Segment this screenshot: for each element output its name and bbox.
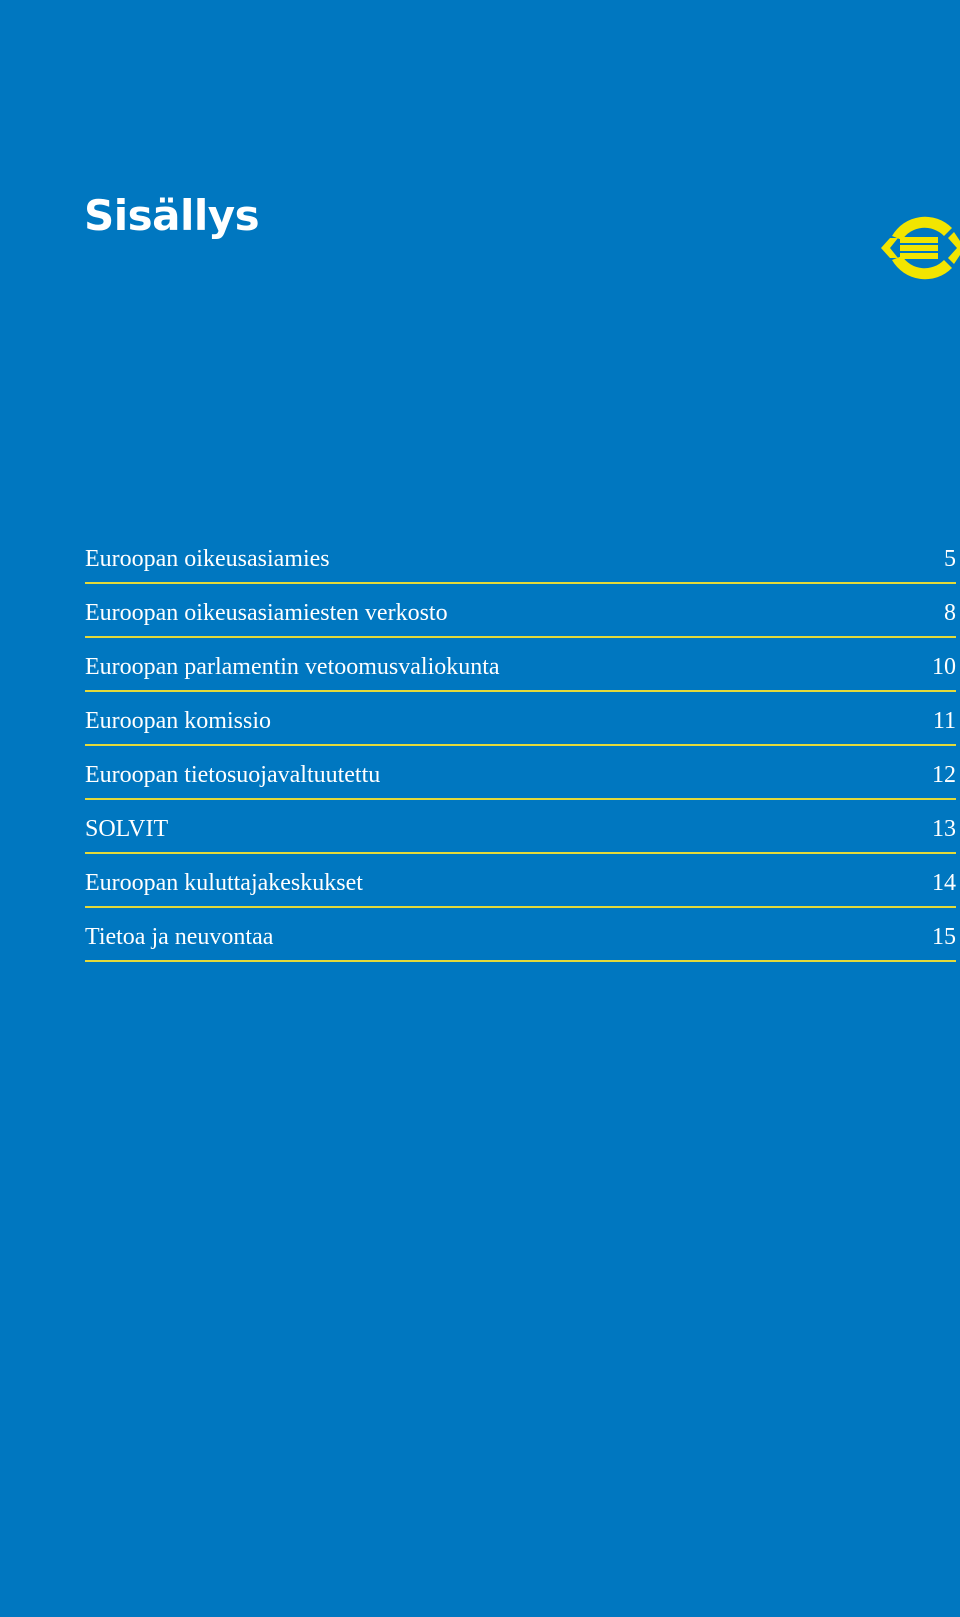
toc-item-title: Euroopan oikeusasiamies (85, 545, 330, 572)
toc-item-title: Tietoa ja neuvontaa (85, 923, 274, 950)
european-ombudsman-logo-icon (878, 208, 960, 288)
toc-item-page-number: 14 (932, 869, 956, 896)
toc-item-title: SOLVIT (85, 815, 169, 842)
toc-item[interactable]: Euroopan kuluttajakeskukset 14 (85, 856, 956, 908)
table-of-contents: Euroopan oikeusasiamies 5 Euroopan oikeusa… (85, 532, 956, 964)
toc-item[interactable]: Euroopan oikeusasiamies 5 (85, 532, 956, 584)
toc-item-page-number: 5 (944, 545, 956, 572)
toc-item[interactable]: Euroopan parlamentin vetoomusvaliokunta 1… (85, 640, 956, 692)
toc-item[interactable]: SOLVIT 13 (85, 802, 956, 854)
toc-item-page-number: 12 (932, 761, 956, 788)
page-title: Sisällys (84, 191, 260, 240)
toc-item[interactable]: Euroopan komissio 11 (85, 694, 956, 746)
toc-item-title: Euroopan oikeusasiamiesten verkosto (85, 599, 448, 626)
toc-item[interactable]: Euroopan oikeusasiamiesten verkosto 8 (85, 586, 956, 638)
toc-item[interactable]: Tietoa ja neuvontaa 15 (85, 910, 956, 962)
toc-item-page-number: 10 (932, 653, 956, 680)
toc-item-page-number: 15 (932, 923, 956, 950)
toc-item-title: Euroopan tietosuojavaltuutettu (85, 761, 381, 788)
toc-item-title: Euroopan kuluttajakeskukset (85, 869, 363, 896)
toc-item-page-number: 13 (932, 815, 956, 842)
toc-item-page-number: 11 (932, 707, 956, 734)
toc-item-page-number: 8 (944, 599, 956, 626)
toc-item-title: Euroopan komissio (85, 707, 271, 734)
toc-item-title: Euroopan parlamentin vetoomusvaliokunta (85, 653, 500, 680)
toc-item[interactable]: Euroopan tietosuojavaltuutettu 12 (85, 748, 956, 800)
